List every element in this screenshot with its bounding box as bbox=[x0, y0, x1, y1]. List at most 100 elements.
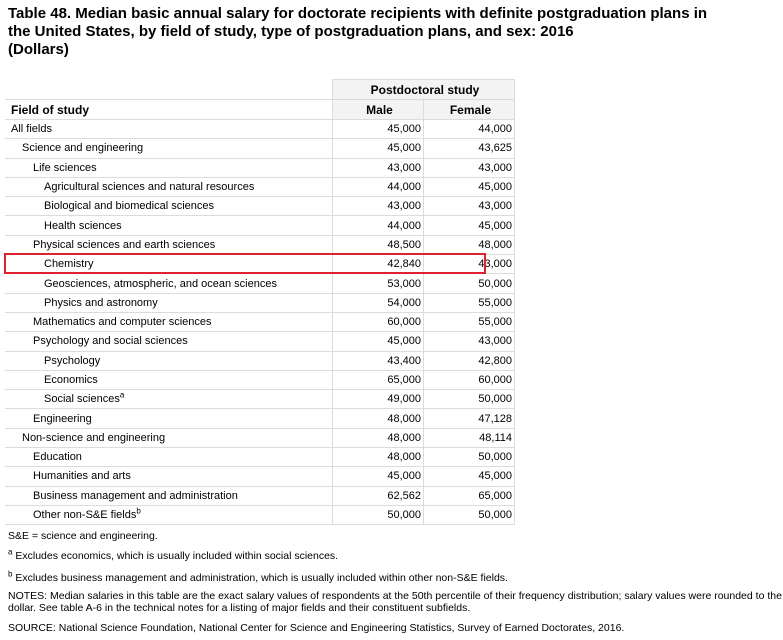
female-value: 48,000 bbox=[423, 234, 515, 256]
field-cell: Psychology bbox=[5, 350, 333, 371]
footnote-text: Excludes business management and adminis… bbox=[12, 572, 508, 584]
field-cell: Other non-S&E fieldsb bbox=[5, 504, 333, 526]
field-label: Chemistry bbox=[44, 258, 94, 271]
notes: NOTES: Median salaries in this table are… bbox=[8, 590, 782, 614]
female-value: 45,000 bbox=[423, 466, 515, 487]
footnote: b Excludes business management and admin… bbox=[8, 570, 508, 584]
column-header: Female bbox=[423, 99, 515, 120]
field-cell: Health sciences bbox=[5, 215, 333, 236]
table-row: Chemistry 42,840 43,000 bbox=[5, 254, 515, 275]
table-row: Mathematics and computer sciences 60,000 5… bbox=[5, 311, 515, 333]
female-value: 48,114 bbox=[423, 427, 515, 449]
field-cell: Biological and biomedical sciences bbox=[5, 196, 333, 217]
field-label: Humanities and arts bbox=[33, 470, 131, 483]
female-value: 55,000 bbox=[423, 311, 515, 333]
title-line: the United States, by field of study, ty… bbox=[8, 23, 574, 40]
table-row: Economics 65,000 60,000 bbox=[5, 369, 515, 391]
field-label: Agricultural sciences and natural resour… bbox=[44, 181, 255, 194]
female-value: 47,128 bbox=[423, 408, 515, 429]
male-value: 65,000 bbox=[332, 369, 424, 391]
data-table: Postdoctoral study Field of study Male F… bbox=[5, 79, 515, 526]
field-cell: Life sciences bbox=[5, 157, 333, 178]
field-label: Geosciences, atmospheric, and ocean scie… bbox=[44, 277, 277, 290]
female-value: 50,000 bbox=[423, 273, 515, 294]
table-row: Health sciences 44,000 45,000 bbox=[5, 215, 515, 236]
female-value: 43,000 bbox=[423, 331, 515, 352]
field-cell: Social sciencesa bbox=[5, 389, 333, 410]
abbreviation-note: S&E = science and engineering. bbox=[8, 530, 158, 542]
table-row: Education 48,000 50,000 bbox=[5, 447, 515, 468]
footnote-mark: b bbox=[136, 506, 141, 516]
footnote-mark: a bbox=[119, 390, 125, 400]
field-cell: Chemistry bbox=[5, 254, 333, 275]
title-line: Table 48. Median basic annual salary for… bbox=[8, 5, 708, 22]
field-label: Other non-S&E fields bbox=[33, 509, 137, 522]
field-label: Biological and biomedical sciences bbox=[44, 200, 214, 213]
field-cell: Economics bbox=[5, 369, 333, 391]
female-value: 60,000 bbox=[423, 369, 515, 391]
female-value: 50,000 bbox=[423, 389, 515, 410]
table-row: Life sciences 43,000 43,000 bbox=[5, 157, 515, 178]
female-value: 55,000 bbox=[423, 292, 515, 313]
male-value: 42,840 bbox=[332, 254, 424, 275]
field-cell: Agricultural sciences and natural resour… bbox=[5, 176, 333, 198]
field-cell: All fields bbox=[5, 118, 333, 140]
male-value: 43,000 bbox=[332, 157, 424, 178]
field-cell: Geosciences, atmospheric, and ocean scie… bbox=[5, 273, 333, 294]
footnote: a Excludes economics, which is usually i… bbox=[8, 548, 339, 562]
female-value: 44,000 bbox=[423, 118, 515, 140]
male-value: 45,000 bbox=[332, 466, 424, 487]
table-row: All fields 45,000 44,000 bbox=[5, 118, 515, 140]
field-label: Science and engineering bbox=[22, 142, 144, 155]
title-line: (Dollars) bbox=[8, 41, 69, 58]
male-value: 53,000 bbox=[332, 273, 424, 294]
male-value: 43,400 bbox=[332, 350, 424, 371]
field-label: Business management and administration bbox=[33, 489, 238, 502]
male-value: 48,000 bbox=[332, 427, 424, 449]
male-value: 45,000 bbox=[332, 138, 424, 159]
footnote-text: Excludes economics, which is usually inc… bbox=[12, 550, 339, 562]
field-cell: Education bbox=[5, 447, 333, 468]
table-row: Non-science and engineering 48,000 48,114 bbox=[5, 427, 515, 449]
male-value: 44,000 bbox=[332, 215, 424, 236]
female-value: 45,000 bbox=[423, 176, 515, 198]
male-value: 48,000 bbox=[332, 408, 424, 429]
female-value: 43,000 bbox=[423, 196, 515, 217]
column-header: Male bbox=[332, 99, 424, 120]
field-cell: Engineering bbox=[5, 408, 333, 429]
field-label: Physical sciences and earth sciences bbox=[33, 238, 216, 251]
field-cell: Mathematics and computer sciences bbox=[5, 311, 333, 333]
table-row: Psychology and social sciences 45,000 43,0… bbox=[5, 331, 515, 352]
field-cell: Psychology and social sciences bbox=[5, 331, 333, 352]
field-label: Education bbox=[33, 451, 82, 464]
table-row: Physics and astronomy 54,000 55,000 bbox=[5, 292, 515, 313]
field-cell: Business management and administration bbox=[5, 485, 333, 506]
female-value: 65,000 bbox=[423, 485, 515, 506]
table-row: Science and engineering 45,000 43,625 bbox=[5, 138, 515, 159]
male-value: 48,000 bbox=[332, 447, 424, 468]
male-value: 49,000 bbox=[332, 389, 424, 410]
male-value: 50,000 bbox=[332, 504, 424, 526]
female-value: 50,000 bbox=[423, 504, 515, 526]
field-cell: Physics and astronomy bbox=[5, 292, 333, 313]
field-label: Economics bbox=[44, 374, 98, 386]
table-row: Engineering 48,000 47,128 bbox=[5, 408, 515, 429]
field-label: Life sciences bbox=[33, 161, 97, 174]
field-label: Physics and astronomy bbox=[44, 296, 158, 309]
table-row: Psychology 43,400 42,800 bbox=[5, 350, 515, 371]
male-value: 43,000 bbox=[332, 196, 424, 217]
female-value: 50,000 bbox=[423, 447, 515, 468]
male-value: 45,000 bbox=[332, 118, 424, 140]
field-label: Mathematics and computer sciences bbox=[33, 316, 212, 329]
field-label: All fields bbox=[11, 123, 52, 136]
field-cell: Science and engineering bbox=[5, 138, 333, 159]
field-cell: Physical sciences and earth sciences bbox=[5, 234, 333, 256]
group-header: Postdoctoral study bbox=[332, 79, 515, 100]
table-row: Humanities and arts 45,000 45,000 bbox=[5, 466, 515, 487]
title: Table 48. Median basic annual salary for… bbox=[8, 5, 707, 59]
male-value: 54,000 bbox=[332, 292, 424, 313]
male-value: 45,000 bbox=[332, 331, 424, 352]
source: SOURCE: National Science Foundation, Nat… bbox=[8, 622, 625, 634]
empty-header bbox=[5, 79, 333, 100]
